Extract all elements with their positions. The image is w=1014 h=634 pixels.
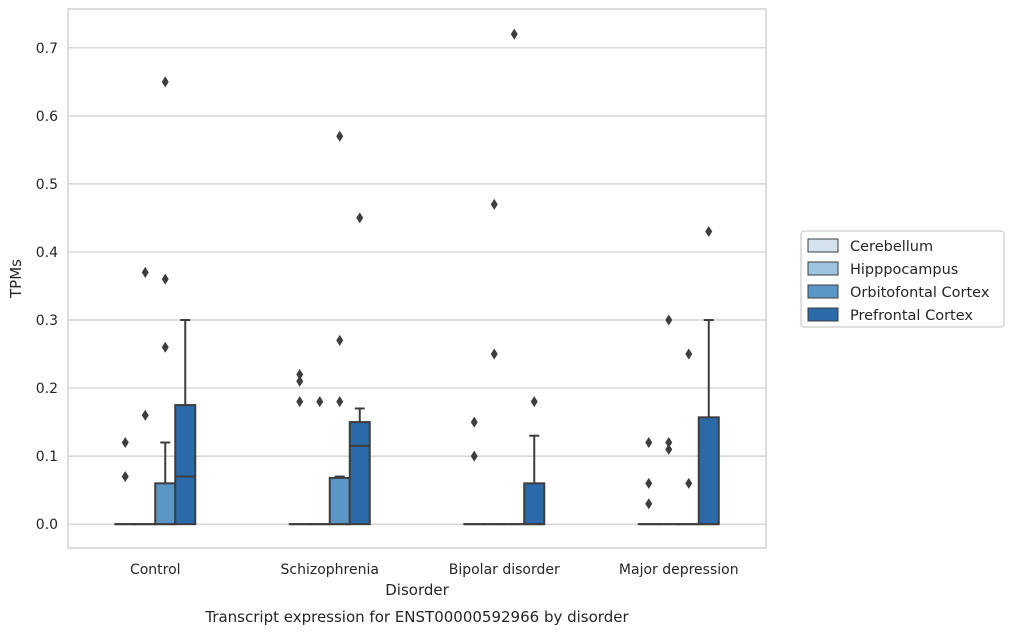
legend-swatch bbox=[807, 238, 839, 253]
outlier-point bbox=[470, 416, 478, 428]
box bbox=[174, 404, 197, 526]
box bbox=[697, 416, 720, 526]
legend-label: Cerebellum bbox=[850, 239, 933, 255]
outlier-point bbox=[161, 341, 169, 353]
legend-label: Orbitofontal Cortex bbox=[850, 285, 990, 301]
y-tick-label: 0.3 bbox=[36, 313, 58, 329]
outlier-point bbox=[705, 226, 713, 238]
box-3-0 bbox=[174, 319, 197, 526]
box-2-1 bbox=[328, 130, 351, 526]
outlier-point bbox=[336, 334, 344, 346]
y-tick-label: 0.4 bbox=[36, 245, 58, 261]
outlier-point bbox=[296, 396, 304, 408]
box-3-1 bbox=[348, 212, 371, 526]
outlier-point bbox=[336, 130, 344, 142]
y-tick-label: 0.6 bbox=[36, 109, 58, 125]
box-0-2 bbox=[463, 416, 486, 526]
legend-label: Hipppocampus bbox=[850, 262, 958, 278]
outlier-point bbox=[141, 266, 149, 278]
outlier-point bbox=[685, 348, 693, 360]
x-tick-label: Control bbox=[130, 562, 181, 578]
y-tick-label: 0.5 bbox=[36, 177, 58, 193]
outlier-point bbox=[685, 477, 693, 489]
outlier-point bbox=[121, 471, 129, 483]
outlier-point bbox=[121, 437, 129, 449]
box-0-1 bbox=[288, 368, 311, 526]
legend-swatch bbox=[807, 261, 839, 276]
outlier-point bbox=[665, 437, 673, 449]
box-0-3 bbox=[637, 437, 660, 526]
x-tick-label: Major depression bbox=[619, 562, 739, 578]
y-axis-label: TPMs bbox=[7, 259, 25, 299]
outlier-point bbox=[490, 348, 498, 360]
y-tick-label: 0.2 bbox=[36, 381, 58, 397]
outlier-point bbox=[161, 273, 169, 285]
outlier-point bbox=[161, 76, 169, 88]
legend-swatch bbox=[807, 307, 839, 322]
box-1-2 bbox=[483, 198, 506, 526]
outlier-point bbox=[490, 198, 498, 210]
plot-frame bbox=[67, 8, 767, 549]
boxes bbox=[114, 28, 720, 526]
box-2-3 bbox=[677, 348, 700, 526]
x-tick-labels: Control Schizophrenia Bipolar disorder Majo… bbox=[130, 562, 739, 578]
outlier-point bbox=[665, 314, 673, 326]
outlier-point bbox=[665, 443, 673, 455]
y-tick-label: 0.7 bbox=[36, 41, 58, 57]
outlier-point bbox=[296, 368, 304, 380]
outlier-point bbox=[336, 396, 344, 408]
outlier-point bbox=[645, 477, 653, 489]
box-2-2 bbox=[503, 28, 526, 526]
box-0-0 bbox=[114, 437, 137, 526]
box bbox=[154, 482, 177, 526]
outlier-point bbox=[296, 375, 304, 387]
x-axis-label: Disorder bbox=[385, 581, 449, 599]
outlier-point bbox=[141, 409, 149, 421]
box-1-1 bbox=[308, 396, 331, 526]
outlier-point bbox=[645, 498, 653, 510]
y-tick-label: 0.0 bbox=[36, 517, 58, 533]
legend-frame bbox=[800, 230, 1005, 328]
box bbox=[523, 482, 546, 526]
x-tick-label: Schizophrenia bbox=[281, 562, 379, 578]
y-tick-labels: 0.0 0.1 0.2 0.3 0.4 0.5 0.6 0.7 bbox=[36, 41, 58, 533]
box-3-2 bbox=[523, 396, 546, 526]
box bbox=[348, 421, 371, 526]
box-2-0 bbox=[154, 76, 177, 526]
legend-label: Prefrontal Cortex bbox=[850, 308, 973, 324]
box-1-3 bbox=[657, 314, 680, 526]
box bbox=[328, 476, 351, 526]
outlier-point bbox=[510, 28, 518, 40]
box-3-3 bbox=[697, 226, 720, 526]
outlier-point bbox=[356, 212, 364, 224]
outlier-point bbox=[470, 450, 478, 462]
legend: Cerebellum Hipppocampus Orbitofontal Corte… bbox=[800, 230, 1005, 328]
outlier-point bbox=[530, 396, 538, 408]
box-1-0 bbox=[134, 266, 157, 526]
chart-caption: Transcript expression for ENST0000059296… bbox=[204, 608, 629, 626]
x-tick-label: Bipolar disorder bbox=[449, 562, 560, 578]
outlier-point bbox=[316, 396, 324, 408]
gridlines bbox=[68, 47, 766, 525]
y-tick-label: 0.1 bbox=[36, 449, 58, 465]
legend-swatch bbox=[807, 284, 839, 299]
outlier-point bbox=[645, 437, 653, 449]
